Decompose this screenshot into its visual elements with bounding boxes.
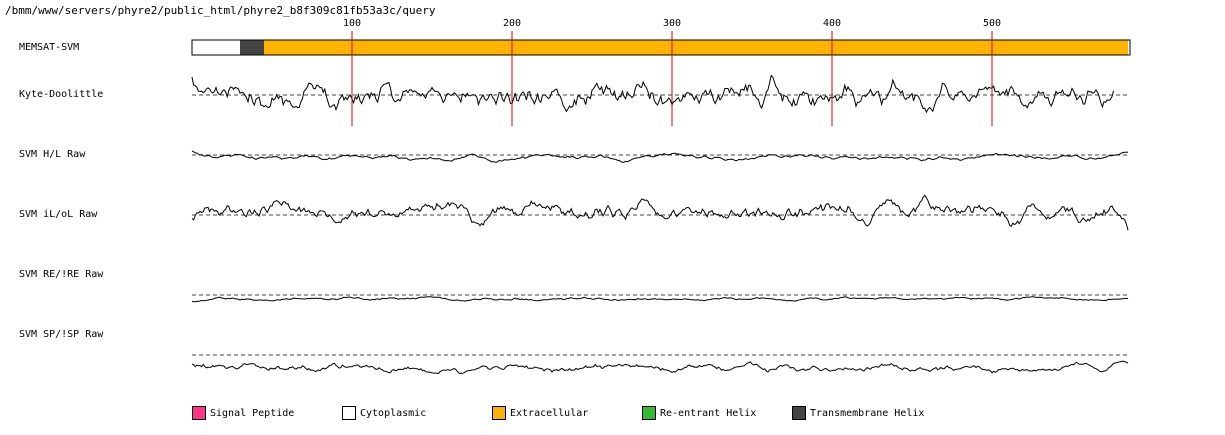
ruler-tick-label-200: 200 bbox=[503, 18, 521, 29]
legend-label: Extracellular bbox=[510, 407, 589, 419]
legend-label: Re-entrant Helix bbox=[660, 407, 757, 419]
memsat-bar-outline bbox=[191, 39, 1131, 56]
memsat-segment-extracellular bbox=[264, 40, 1128, 55]
legend-label: Cytoplasmic bbox=[360, 407, 427, 419]
membrane-topology-plot: 100 200 300 400 500 bbox=[191, 18, 1131, 375]
legend-item-transmembrane-helix: Transmembrane Helix bbox=[792, 405, 924, 421]
profile-trace-svm-sp bbox=[191, 360, 1129, 375]
legend-item-reentrant-helix: Re-entrant Helix bbox=[642, 405, 756, 421]
legend: Signal Peptide Cytoplasmic Extracellular… bbox=[0, 405, 1225, 425]
profile-trace-svm-ilol bbox=[191, 194, 1129, 231]
query-path: /bmm/www/servers/phyre2/public_html/phyr… bbox=[5, 4, 436, 17]
track-label-svm-hl: SVM H/L Raw bbox=[19, 149, 86, 160]
legend-swatch-extracellular bbox=[492, 406, 506, 420]
profile-trace-svm-hl bbox=[191, 150, 1129, 163]
profile-trace-svm-re bbox=[191, 296, 1129, 303]
legend-swatch-reentrant-helix bbox=[642, 406, 656, 420]
legend-swatch-cytoplasmic bbox=[342, 406, 356, 420]
track-label-memsat: MEMSAT-SVM bbox=[19, 42, 80, 53]
legend-swatch-signal-peptide bbox=[192, 406, 206, 420]
profile-trace-kyte-doolittle bbox=[191, 74, 1115, 114]
legend-item-extracellular: Extracellular bbox=[492, 405, 588, 421]
track-label-svm-re: SVM RE/!RE Raw bbox=[19, 269, 104, 280]
track-label-kyte-doolittle: Kyte-Doolittle bbox=[19, 89, 104, 100]
legend-label: Signal Peptide bbox=[210, 407, 295, 419]
ruler-tick-label-300: 300 bbox=[663, 18, 681, 29]
memsat-segment-cytoplasmic bbox=[192, 40, 240, 55]
ruler-tick-label-400: 400 bbox=[823, 18, 841, 29]
legend-item-cytoplasmic: Cytoplasmic bbox=[342, 405, 426, 421]
legend-swatch-transmembrane-helix bbox=[792, 406, 806, 420]
track-label-svm-sp: SVM SP/!SP Raw bbox=[19, 329, 104, 340]
memsat-segment-transmembrane bbox=[240, 40, 264, 55]
legend-item-signal-peptide: Signal Peptide bbox=[192, 405, 294, 421]
ruler-tick-label-100: 100 bbox=[343, 18, 361, 29]
track-label-svm-ilol: SVM iL/oL Raw bbox=[19, 209, 98, 220]
ruler-tick-label-500: 500 bbox=[983, 18, 1001, 29]
legend-label: Transmembrane Helix bbox=[810, 407, 925, 419]
